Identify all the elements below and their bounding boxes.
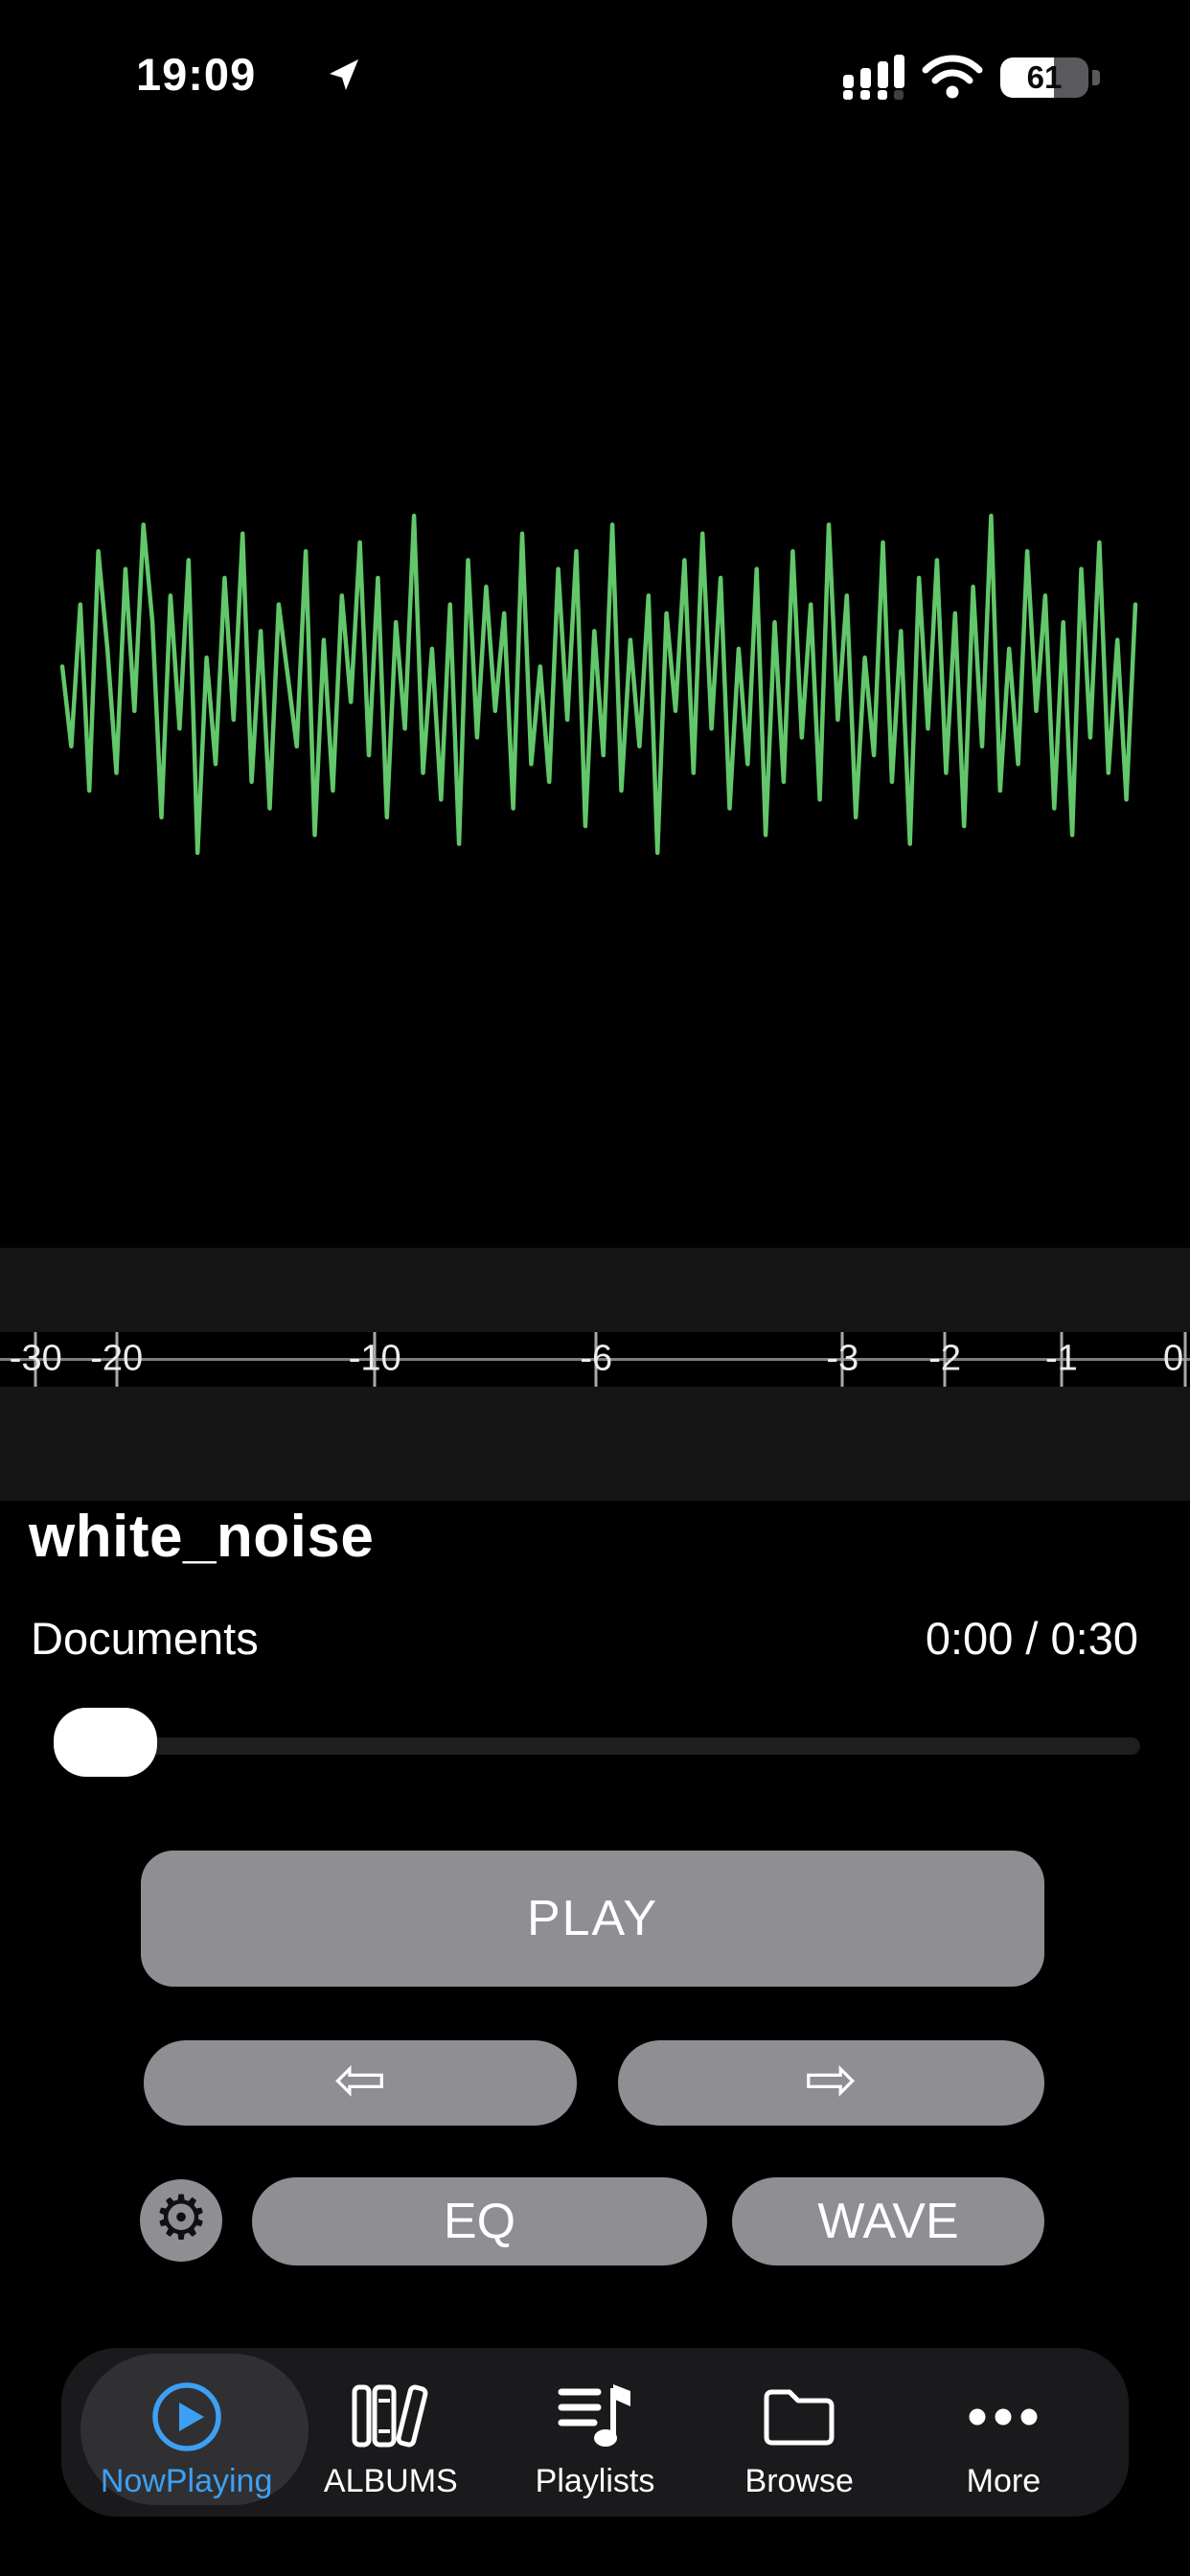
wave-button[interactable]: WAVE (732, 2177, 1044, 2266)
ruler-tick-label: 0 (1163, 1338, 1184, 1379)
location-icon (330, 59, 358, 90)
tab-albums[interactable]: ALBUMS (288, 2348, 492, 2517)
tab-bar: NowPlaying ALBUMS (61, 2348, 1129, 2517)
ruler-tick (594, 1332, 598, 1387)
ellipsis-icon (969, 2408, 1038, 2426)
time-display: 0:00 / 0:30 (925, 1613, 1138, 1664)
tab-playlists[interactable]: Playlists (492, 2348, 697, 2517)
wifi-icon (922, 55, 983, 99)
next-button[interactable]: ⇨ (618, 2040, 1044, 2126)
ruler-tick-label: -10 (348, 1338, 401, 1379)
ruler-band-top (0, 1248, 1190, 1332)
progress-slider[interactable] (54, 1737, 1140, 1755)
gear-icon: ⚙ (153, 2183, 209, 2254)
tab-browse[interactable]: Browse (698, 2348, 902, 2517)
battery-percent: 61 (1026, 59, 1063, 95)
settings-button[interactable]: ⚙ (140, 2179, 222, 2262)
ruler-tick-label: -6 (580, 1338, 613, 1379)
ruler-tick (840, 1332, 844, 1387)
ruler-tick-label: -20 (90, 1338, 144, 1379)
folder-icon (764, 2389, 835, 2446)
ruler-tick (943, 1332, 947, 1387)
waveform-display (59, 514, 1138, 856)
slider-thumb[interactable] (54, 1708, 157, 1777)
ruler-tick (34, 1332, 37, 1387)
track-meta-row: Documents 0:00 / 0:30 (31, 1612, 1138, 1665)
books-icon (352, 2384, 428, 2448)
battery-indicator: 61 (1000, 58, 1088, 98)
ruler-band-bottom (0, 1387, 1190, 1501)
db-scale-ruler[interactable]: -30 -20 -10 -6 -3 -2 -1 0 (0, 1332, 1190, 1387)
play-circle-icon (151, 2382, 221, 2451)
ruler-tick-label: -3 (826, 1338, 859, 1379)
play-button[interactable]: PLAY (141, 1851, 1044, 1987)
previous-button[interactable]: ⇦ (144, 2040, 577, 2126)
ruler-tick-label: -2 (928, 1338, 962, 1379)
tab-label: Playlists (535, 2463, 655, 2499)
music-note-list-icon (558, 2384, 630, 2447)
ruler-tick (373, 1332, 377, 1387)
battery-cap (1092, 70, 1100, 85)
tab-label: Browse (744, 2463, 854, 2499)
battery-fill (1000, 58, 1055, 98)
ruler-tick (1183, 1332, 1187, 1387)
tab-nowplaying[interactable]: NowPlaying (84, 2348, 288, 2517)
status-time: 19:09 (136, 49, 257, 100)
tab-label: NowPlaying (100, 2463, 273, 2499)
left-arrow-icon: ⇦ (333, 2041, 387, 2116)
tab-label: More (966, 2463, 1041, 2499)
ruler-tick (115, 1332, 119, 1387)
cellular-signal-icon (843, 54, 904, 100)
track-source: Documents (31, 1613, 259, 1664)
ruler-tick-label: -1 (1044, 1338, 1078, 1379)
ruler-tick-label: -30 (9, 1338, 62, 1379)
right-arrow-icon: ⇨ (804, 2041, 858, 2116)
tab-label: ALBUMS (323, 2463, 458, 2499)
ruler-tick (1060, 1332, 1064, 1387)
eq-button[interactable]: EQ (252, 2177, 707, 2266)
track-title: white_noise (29, 1504, 375, 1570)
active-tab-highlight (80, 2354, 309, 2505)
tab-more[interactable]: More (902, 2348, 1106, 2517)
